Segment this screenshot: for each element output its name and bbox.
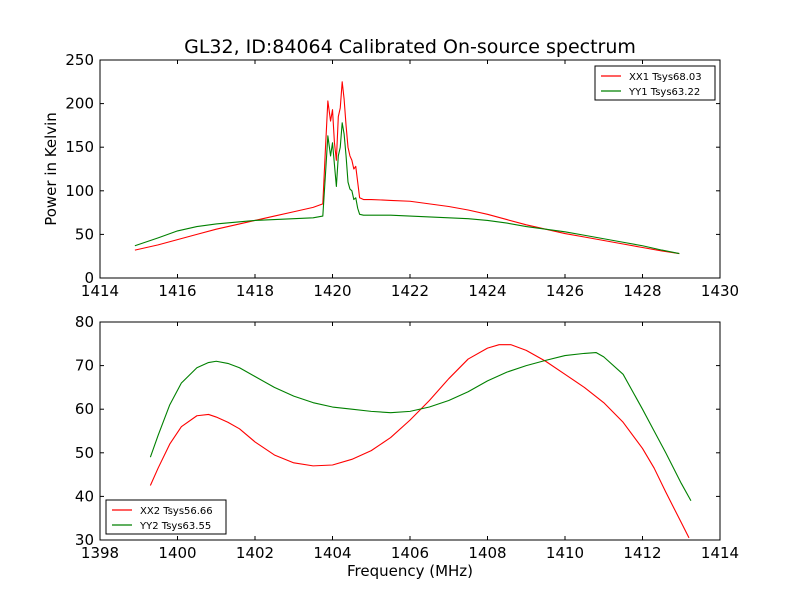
bottom-series-yy-line [149, 351, 692, 502]
top-y-tick-label: 0 [84, 269, 94, 287]
bottom-x-tick-label: 1402 [236, 544, 274, 562]
top-series-yy-line [134, 122, 680, 255]
bottom-x-tick-label: 1410 [546, 544, 584, 562]
top-x-tick-label: 1424 [468, 282, 506, 300]
top-x-tick-label: 1414 [81, 282, 119, 300]
top-x-tick-label: 1430 [701, 282, 739, 300]
top-legend-label: XX1 Tsys68.03 [629, 72, 702, 83]
bottom-plot-area [149, 344, 692, 539]
bottom-y-tick-label: 80 [75, 313, 94, 331]
bottom-y-tick-label: 70 [75, 357, 94, 375]
top-x-tick-label: 1416 [158, 282, 196, 300]
top-y-tick-label: 100 [65, 182, 94, 200]
bottom-legend-box [105, 499, 227, 535]
bottom-y-tick-label: 30 [75, 531, 94, 549]
top-x-tick-label: 1428 [623, 282, 661, 300]
top-x-tick-label: 1418 [236, 282, 274, 300]
top-y-axis-label: Power in Kelvin [42, 112, 60, 226]
top-y-tick-label: 250 [65, 51, 94, 69]
bottom-y-tick-label: 50 [75, 444, 94, 462]
top-plot-area [134, 81, 680, 255]
bottom-legend: XX2 Tsys56.66 YY2 Tsys63.55 [105, 499, 227, 535]
bottom-series-xx-line [149, 344, 690, 539]
bottom-legend-label: XX2 Tsys56.66 [140, 506, 213, 517]
bottom-x-tick-label: 1406 [391, 544, 429, 562]
bottom-x-axis-label: Frequency (MHz) [347, 562, 473, 580]
top-x-tick-label: 1420 [313, 282, 351, 300]
top-legend-box [594, 65, 716, 101]
bottom-x-tick-label: 1404 [313, 544, 351, 562]
top-x-tick-label: 1422 [391, 282, 429, 300]
top-x-tick-label: 1426 [546, 282, 584, 300]
chart-title: GL32, ID:84064 Calibrated On-source spec… [184, 36, 636, 58]
bottom-legend-label: YY2 Tsys63.55 [139, 521, 211, 532]
top-y-tick-label: 150 [65, 138, 94, 156]
bottom-x-tick-label: 1412 [623, 544, 661, 562]
top-y-tick-label: 200 [65, 95, 94, 113]
bottom-x-tick-label: 1414 [701, 544, 739, 562]
top-series-xx-line [134, 81, 680, 255]
bottom-y-tick-label: 40 [75, 487, 94, 505]
top-legend: XX1 Tsys68.03 YY1 Tsys63.22 [594, 65, 716, 101]
top-legend-label: YY1 Tsys63.22 [628, 87, 700, 98]
top-y-tick-label: 50 [75, 225, 94, 243]
bottom-x-tick-label: 1398 [81, 544, 119, 562]
bottom-x-tick-label: 1400 [158, 544, 196, 562]
bottom-panel: 1398 1400 1402 1404 1406 1408 1410 1412 1414 30 40… [75, 313, 739, 562]
bottom-x-tick-label: 1408 [468, 544, 506, 562]
bottom-y-tick-label: 60 [75, 400, 94, 418]
top-panel: 1414 1416 1418 1420 1422 1424 1426 1428 1430 0 50 1… [65, 51, 739, 300]
